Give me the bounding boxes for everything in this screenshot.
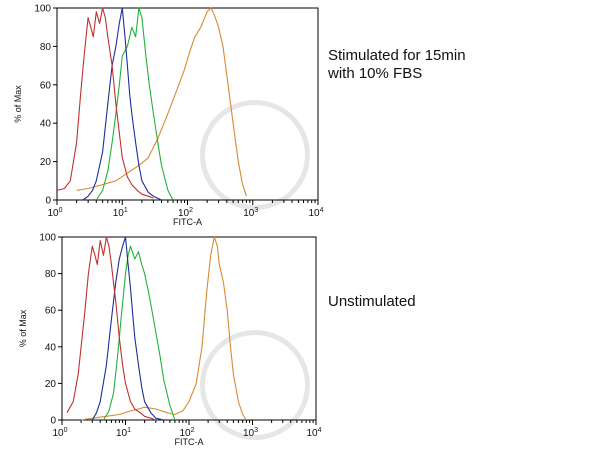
chart-2-x-tick-label: 100 [52, 427, 67, 439]
chart-1-x-tick-label: 101 [113, 207, 128, 219]
chart-2-x-tick-label: 104 [306, 427, 321, 439]
watermark-seal-bottom [200, 330, 310, 440]
chart-1-series-orange [76, 7, 247, 197]
chart-1-series-red [56, 7, 154, 199]
chart-1-x-tick-label: 100 [47, 207, 62, 219]
chart-2-series-green [103, 245, 176, 421]
chart-2-y-tick-label: 60 [45, 306, 57, 317]
chart-1-y-tick-label: 100 [34, 4, 51, 15]
chart-1-series-green [95, 7, 174, 201]
chart-2-series-red [66, 236, 156, 421]
caption-stimulated-line-2: with 10% FBS [328, 65, 423, 82]
chart-2-y-axis-label: % of Max [18, 309, 28, 347]
caption-stimulated: Stimulated for 15min with 10% FBS [328, 47, 466, 83]
caption-unstimulated: Unstimulated [328, 293, 416, 310]
chart-2-y-tick-label: 40 [45, 342, 57, 353]
chart-2-x-axis-label: FITC-A [175, 437, 204, 447]
chart-1-y-axis-label: % of Max [13, 85, 23, 123]
chart-2-x-tick-label: 101 [116, 427, 131, 439]
chart-1-y-tick-label: 0 [45, 196, 51, 207]
chart-1-x-axis-label: FITC-A [173, 217, 202, 227]
chart-2-x-tick-label: 103 [243, 427, 258, 439]
watermark-seal-top [200, 100, 310, 210]
chart-2-frame [61, 236, 317, 421]
chart-2-y-tick-label: 100 [39, 233, 56, 244]
chart-1-x-tick-label: 103 [243, 207, 258, 219]
caption-stimulated-line-1: Stimulated for 15min [328, 47, 466, 64]
chart-1-x-tick-label: 104 [308, 207, 323, 219]
chart-2-y-tick-label: 0 [50, 416, 56, 427]
chart-1-y-tick-label: 40 [40, 119, 52, 130]
chart-1-y-tick-label: 20 [40, 157, 52, 168]
chart-1-frame [56, 7, 319, 201]
chart-1-y-tick-label: 60 [40, 80, 52, 91]
chart-1-y-tick-label: 80 [40, 42, 52, 53]
chart-1-series-blue [82, 7, 162, 201]
chart-2-series-orange [81, 236, 247, 421]
chart-2-y-tick-label: 20 [45, 379, 57, 390]
chart-2-series-blue [91, 236, 164, 421]
chart-2-y-tick-label: 80 [45, 269, 57, 280]
